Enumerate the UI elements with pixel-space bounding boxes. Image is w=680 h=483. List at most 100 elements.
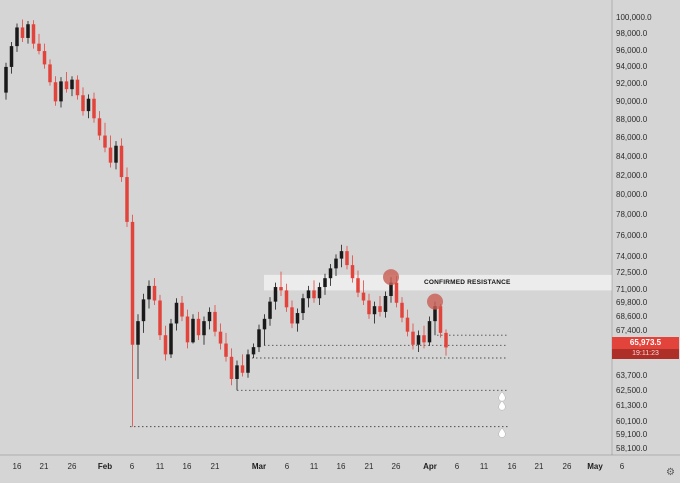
candle-body: [290, 307, 294, 324]
candle-body: [268, 301, 272, 319]
candle-body: [26, 24, 30, 38]
candle-body: [257, 329, 261, 348]
candle-body: [246, 354, 250, 373]
candle-body: [427, 321, 432, 343]
price-tick-label: 78,000.0: [616, 210, 648, 220]
time-axis[interactable]: 16 21 26 Feb 6 11 16 21 Mar 6 11 16 21 26 Apr 6 11 16 21 26…: [0, 455, 680, 483]
candle-body: [20, 27, 25, 38]
candle-body: [416, 335, 421, 345]
price-tick-label: 69,800.0: [616, 298, 648, 308]
time-tick-label: 21: [534, 462, 544, 471]
candle-body: [119, 145, 124, 178]
candle-body: [301, 298, 305, 314]
resistance-zone[interactable]: [264, 274, 612, 291]
candle-body: [383, 295, 388, 312]
time-tick-label: 26: [562, 462, 572, 471]
candle-body: [158, 300, 162, 336]
axis-settings-gear-icon[interactable]: ⚙: [666, 467, 675, 478]
price-tick-label: 94,000.0: [616, 62, 648, 72]
candle-body: [141, 299, 146, 322]
candle-body: [9, 46, 14, 67]
candle-body: [339, 251, 344, 259]
time-tick-label: 21: [210, 462, 220, 471]
candle-body: [4, 66, 8, 93]
price-tick-label: 68,600.0: [616, 312, 648, 321]
time-tick-month-label: Apr: [423, 462, 437, 471]
candle-body: [191, 318, 195, 343]
candle-body: [136, 321, 140, 345]
price-axis[interactable]: 100,000.0 98,000.0 96,000.0 94,000.0 92,000.…: [612, 0, 680, 455]
time-tick-label: 16: [336, 462, 346, 471]
candle-body: [438, 306, 443, 333]
candle-body: [306, 290, 311, 299]
candle-body: [229, 356, 234, 379]
time-tick-label: 16: [182, 462, 192, 471]
candle-body: [97, 118, 102, 136]
candle-body: [323, 278, 327, 288]
candle-body: [207, 311, 212, 322]
time-tick-label: 21: [364, 462, 374, 471]
candle-body: [37, 43, 41, 52]
price-tick-label: 92,000.0: [616, 79, 648, 89]
current-price-value: 65,973.5: [612, 337, 679, 350]
candle-body: [433, 306, 437, 322]
time-tick-label: 11: [309, 462, 319, 471]
price-tick-label: 60,100.0: [616, 416, 648, 426]
candle-body: [367, 300, 371, 315]
time-tick-month-label: Mar: [251, 462, 267, 471]
candle-body: [125, 177, 129, 222]
candle-body: [405, 317, 410, 332]
price-tick-label: 90,000.0: [616, 96, 648, 106]
price-tick-label: 71,000.0: [616, 284, 648, 294]
price-tick-label: 86,000.0: [616, 132, 648, 142]
candle-body: [328, 268, 333, 279]
time-tick-label: 6: [454, 462, 460, 471]
candle-body: [224, 343, 228, 357]
candle-body: [422, 335, 426, 343]
candle-body: [86, 98, 91, 112]
price-tick-label: 59,100.0: [616, 430, 648, 440]
candle-body: [81, 95, 85, 112]
price-tick-label: 84,000.0: [616, 151, 648, 161]
candle-body: [15, 27, 19, 47]
candle-body: [53, 82, 58, 102]
candle-body: [350, 265, 355, 279]
candle-body: [444, 332, 448, 348]
candle-body: [235, 365, 239, 379]
time-tick-label: 6: [129, 462, 135, 471]
time-tick-label: 26: [67, 462, 77, 471]
time-tick-label: 11: [479, 462, 489, 471]
candle-body: [240, 365, 245, 373]
candle-body: [163, 335, 168, 355]
candle-body: [108, 147, 113, 163]
liquidity-drop-icon: [498, 427, 506, 438]
time-tick-label: 16: [12, 462, 22, 471]
candle-body: [213, 311, 217, 332]
candle-body: [334, 258, 338, 269]
rejection-marker[interactable]: [427, 293, 443, 310]
time-tick-month-label: Feb: [97, 462, 113, 471]
candle-body: [345, 251, 349, 266]
price-tick-label: 82,000.0: [616, 170, 648, 180]
candle-body: [130, 221, 135, 345]
candle-body: [361, 292, 366, 301]
time-tick-label: 11: [155, 462, 165, 471]
price-tick-label: 98,000.0: [616, 29, 648, 39]
candle-body: [262, 318, 267, 330]
liquidity-drop-icon: [498, 400, 506, 411]
candle-body: [317, 287, 322, 299]
candle-body: [31, 24, 36, 44]
candle-body: [202, 321, 206, 336]
candle-body: [152, 285, 157, 301]
current-price-label: 65,973.5 19:11:23: [612, 337, 679, 360]
candle-body: [180, 302, 184, 317]
price-tick-label: 88,000.0: [616, 114, 648, 124]
rejection-marker[interactable]: [383, 269, 399, 286]
price-tick-label: 67,400.0: [616, 325, 648, 335]
time-tick-label: 6: [619, 462, 625, 471]
candle-body: [147, 285, 151, 300]
candle-body: [284, 290, 289, 308]
price-tick-label: 80,000.0: [616, 190, 648, 200]
candle-body: [70, 79, 74, 90]
